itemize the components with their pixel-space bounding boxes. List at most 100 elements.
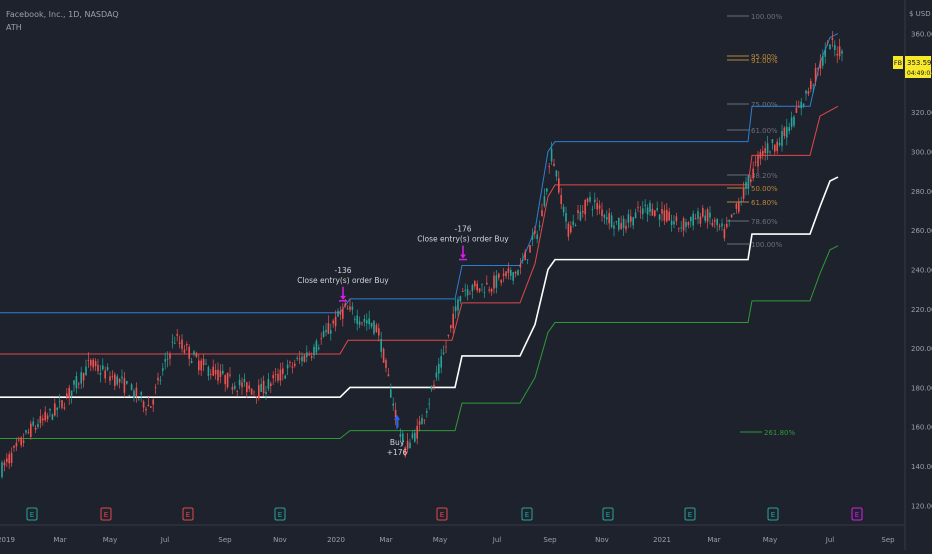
candle-body xyxy=(301,356,303,362)
candle-body xyxy=(294,363,296,366)
candle-body xyxy=(313,346,315,356)
candle-body xyxy=(188,346,190,359)
candle-body xyxy=(342,308,344,319)
candle-body xyxy=(555,170,558,177)
candle-body xyxy=(476,283,478,291)
x-tick-label: May xyxy=(103,536,117,544)
candle-body xyxy=(116,376,118,385)
candle-body xyxy=(339,311,342,315)
candle-body xyxy=(450,325,452,329)
candle-body xyxy=(498,273,500,278)
candle-body xyxy=(699,216,702,224)
candle-body xyxy=(589,196,591,202)
candle-body xyxy=(639,211,642,213)
earnings-badge-icon xyxy=(274,507,286,521)
earnings-badge-label: E xyxy=(525,511,529,519)
candle-body xyxy=(6,458,8,462)
candle-body xyxy=(481,283,483,285)
candle-body xyxy=(219,370,222,378)
candle-body xyxy=(668,211,670,221)
candle-body xyxy=(147,404,150,406)
white-level-line xyxy=(0,176,839,399)
candle-body xyxy=(486,282,488,285)
candle-body xyxy=(466,289,469,296)
candle-body xyxy=(284,375,286,379)
candle-body xyxy=(541,210,543,217)
candle-body xyxy=(315,340,318,353)
fib-label: 91.00% xyxy=(751,57,778,65)
fib-label: 100.00% xyxy=(751,241,782,249)
candle-body xyxy=(193,351,195,355)
candle-body xyxy=(507,268,510,273)
candle-body xyxy=(490,289,493,292)
trade-label-bottom: +176 xyxy=(387,448,408,457)
candle-body xyxy=(212,366,214,376)
candle-body xyxy=(505,271,507,277)
candle-body xyxy=(279,369,282,381)
x-tick-label: Sep xyxy=(881,536,895,544)
candle-body xyxy=(572,221,574,225)
red-level-line xyxy=(0,105,839,355)
candle-body xyxy=(308,354,310,356)
x-tick-label: Jul xyxy=(160,536,170,544)
candle-body xyxy=(793,116,795,126)
candle-body xyxy=(298,358,301,360)
candle-body xyxy=(531,235,534,240)
candle-body xyxy=(1,462,3,478)
candle-body xyxy=(529,245,531,253)
candle-body xyxy=(798,106,800,108)
candle-body xyxy=(142,401,145,408)
trade-label-top: -176 xyxy=(454,225,471,234)
candle-body xyxy=(579,211,582,221)
symbol-tag: FB xyxy=(894,59,902,67)
candle-body xyxy=(627,214,630,223)
candle-body xyxy=(558,178,560,193)
candle-body xyxy=(618,218,620,230)
buy-arrow-icon xyxy=(394,414,400,420)
x-tick-label: Sep xyxy=(543,536,557,544)
candle-body xyxy=(519,264,522,268)
candle-body xyxy=(591,209,594,210)
candle-body xyxy=(663,210,666,221)
candle-body xyxy=(286,364,289,369)
candle-body xyxy=(250,388,253,395)
candle-body xyxy=(488,289,490,291)
candle-body xyxy=(706,209,709,222)
currency-label: $ USD xyxy=(909,10,931,18)
candle-body xyxy=(303,355,306,362)
candle-body xyxy=(697,211,699,219)
y-tick-label: 280.00 xyxy=(911,188,932,196)
candle-body xyxy=(289,361,291,363)
x-tick-label: May xyxy=(433,536,447,544)
candle-body xyxy=(661,209,663,214)
candle-body xyxy=(819,60,822,69)
candle-body xyxy=(205,363,207,365)
candle-body xyxy=(238,379,241,386)
candle-body xyxy=(399,433,402,437)
candle-body xyxy=(841,50,843,54)
candle-body xyxy=(368,318,370,325)
candle-body xyxy=(726,223,728,228)
candle-body xyxy=(512,272,514,281)
candle-body xyxy=(807,91,810,94)
candle-body xyxy=(546,188,548,192)
candle-body xyxy=(754,161,757,163)
candle-body xyxy=(690,217,692,222)
candle-body xyxy=(152,399,154,405)
candle-body xyxy=(462,291,464,292)
y-tick-label: 200.00 xyxy=(911,345,932,353)
candle-body xyxy=(255,396,258,398)
earnings-badge-label: E xyxy=(771,511,775,519)
candle-body xyxy=(111,376,114,377)
earnings-badge-label: E xyxy=(606,511,610,519)
candle-body xyxy=(651,208,654,216)
candle-body xyxy=(483,292,486,293)
candle-body xyxy=(78,383,80,385)
candle-body xyxy=(538,225,541,227)
candle-body xyxy=(548,166,550,168)
candle-body xyxy=(634,212,637,219)
candle-body xyxy=(265,391,267,394)
candle-body xyxy=(411,433,414,439)
